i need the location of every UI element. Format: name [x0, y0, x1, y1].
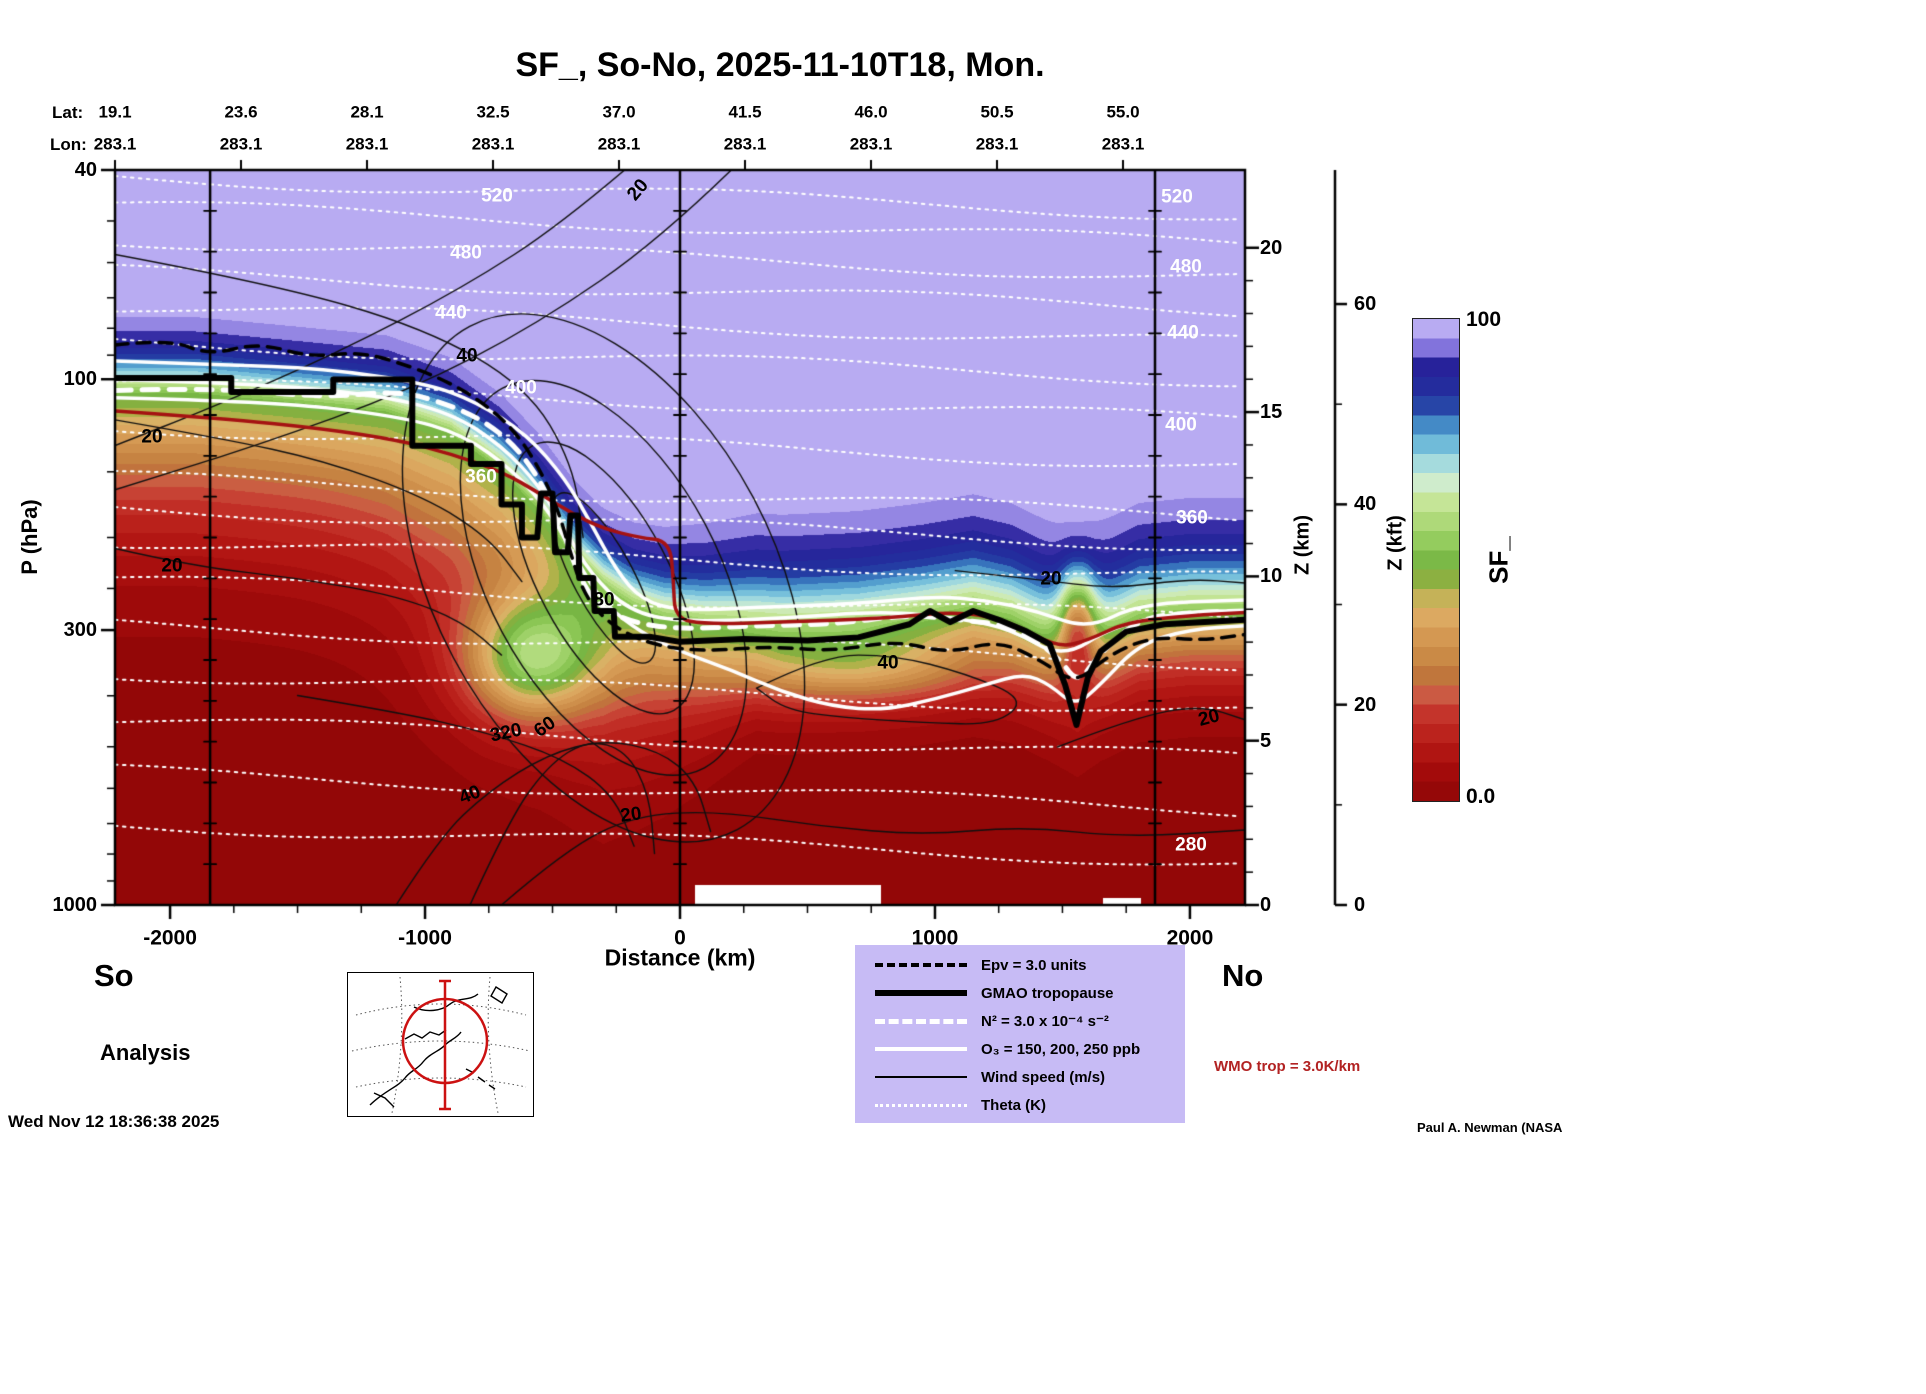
lat-value-label: 23.6	[224, 102, 258, 122]
ozone-line-sample	[875, 1047, 967, 1051]
pressure-tick-label: 100	[63, 368, 97, 391]
cross-section-plot-canvas	[95, 150, 1385, 940]
legend-item-label: Epv = 3.0 units	[981, 956, 1087, 974]
wind-line-sample	[875, 1076, 967, 1078]
north-endpoint-label: No	[1222, 958, 1264, 993]
n2-line-sample	[875, 1018, 967, 1024]
pressure-axis-label: P (hPa)	[17, 499, 42, 575]
legend-item-label: Wind speed (m/s)	[981, 1068, 1106, 1086]
pressure-tick-label: 300	[63, 619, 97, 642]
map-cross-section-path	[401, 979, 489, 1111]
legend-item-n2: N² = 3.0 x 10⁻⁴ s⁻²	[855, 1007, 1185, 1035]
lat-value-label: 46.0	[854, 102, 888, 122]
lat-value-label: 41.5	[728, 102, 762, 122]
legend-item-label: GMAO tropopause	[981, 984, 1114, 1002]
wmo-tropopause-note: WMO trop = 3.0K/km	[1214, 1058, 1361, 1075]
lat-value-label: 37.0	[602, 102, 636, 122]
lat-axis-caption: Lat:	[52, 103, 84, 122]
legend-item-gmao-tropopause: GMAO tropopause	[855, 979, 1185, 1007]
legend-item-label: Theta (K)	[981, 1096, 1046, 1114]
map-graticule	[351, 976, 531, 1114]
colorbar-max-label: 100	[1466, 308, 1502, 331]
legend-item-ozone: O₃ = 150, 200, 250 ppb	[855, 1035, 1185, 1063]
distance-axis-label: Distance (km)	[604, 944, 756, 971]
credit-line: Paul A. Newman (NASA	[1417, 1120, 1563, 1135]
lon-axis-caption: Lon:	[50, 135, 87, 154]
analysis-label: Analysis	[100, 1040, 191, 1065]
map-coastline	[369, 986, 508, 1108]
figure-title: SF_, So-No, 2025-11-10T18, Mon.	[515, 46, 1045, 84]
legend-item-theta: Theta (K)	[855, 1091, 1185, 1119]
gmao-tropopause-line-sample	[875, 990, 967, 996]
legend: Epv = 3.0 units GMAO tropopause N² = 3.0…	[855, 945, 1185, 1123]
lat-value-label: 28.1	[350, 102, 384, 122]
legend-item-label: O₃ = 150, 200, 250 ppb	[981, 1040, 1141, 1058]
colorbar-title: SF_	[1483, 536, 1514, 584]
z-km-axis-label: Z (km)	[1291, 515, 1314, 575]
legend-item-label: N² = 3.0 x 10⁻⁴ s⁻²	[981, 1013, 1109, 1030]
legend-item-epv: Epv = 3.0 units	[855, 951, 1185, 979]
pressure-tick-label: 1000	[52, 894, 98, 916]
legend-item-wind-speed: Wind speed (m/s)	[855, 1063, 1185, 1091]
epv-line-sample	[875, 963, 967, 967]
z-kft-axis-label: Z (kft)	[1384, 515, 1407, 571]
map-inset	[347, 972, 534, 1117]
pressure-tick-label: 40	[74, 159, 97, 181]
theta-line-sample	[875, 1103, 967, 1107]
south-endpoint-label: So	[94, 958, 134, 993]
colorbar-min-label: 0.0	[1466, 785, 1496, 808]
lat-value-label: 32.5	[476, 102, 510, 122]
generation-timestamp: Wed Nov 12 18:36:38 2025	[8, 1112, 220, 1131]
lat-value-label: 19.1	[98, 102, 132, 122]
colorbar	[1412, 318, 1460, 802]
lat-value-label: 55.0	[1106, 102, 1140, 122]
lat-value-label: 50.5	[980, 102, 1014, 122]
